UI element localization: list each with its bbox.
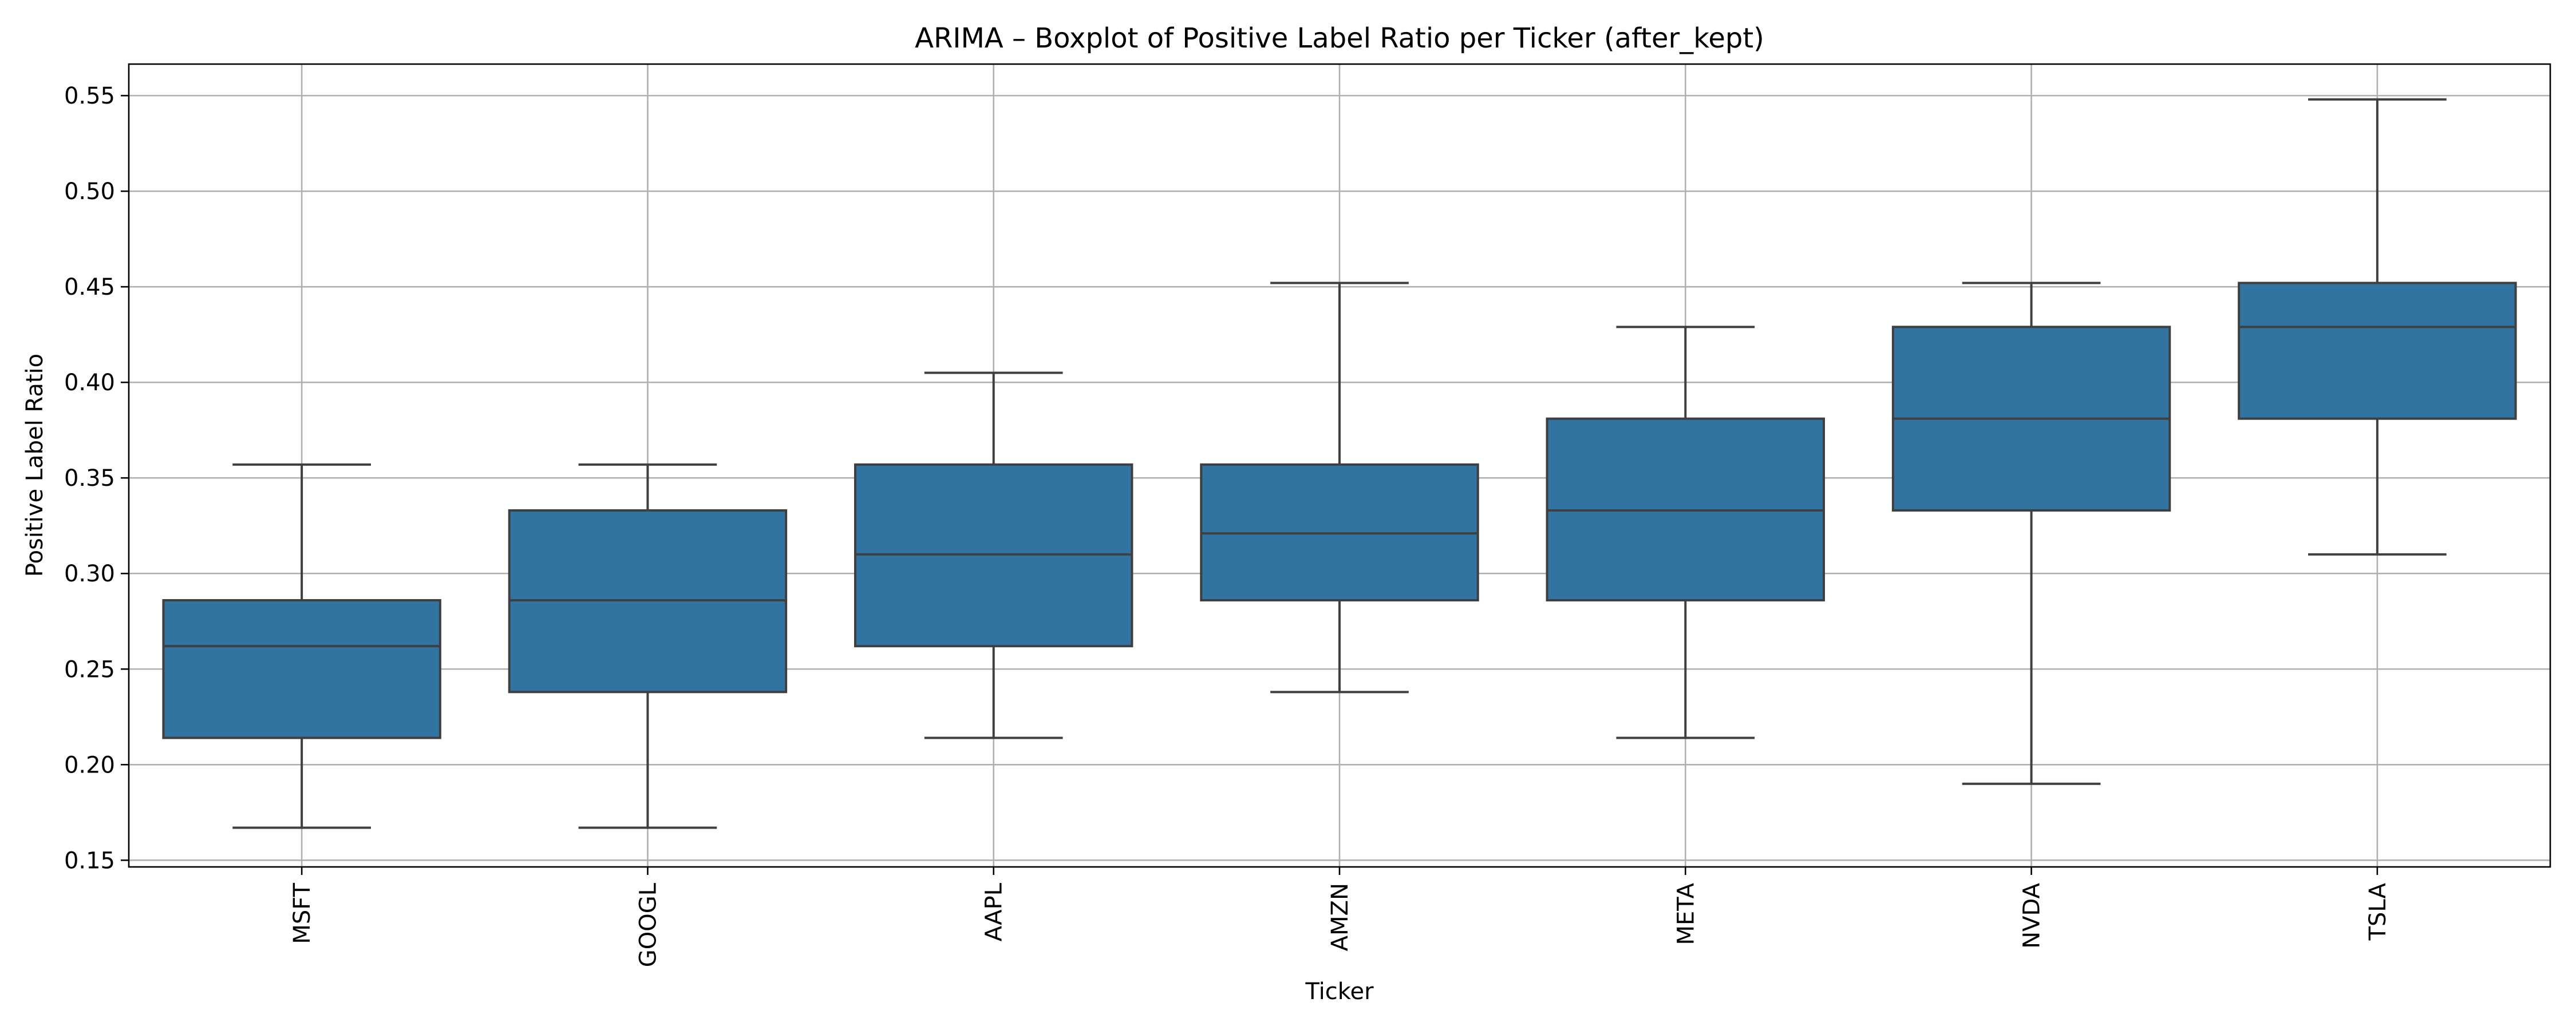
x-axis-label: Ticker [1305,978,1374,1005]
y-tick-label: 0.30 [64,561,115,587]
box-meta [1546,326,1826,739]
chart-title: ARIMA – Boxplot of Positive Label Ratio … [915,22,1764,54]
x-tick-label: AAPL [981,882,1008,941]
x-tick-label: TSLA [2365,882,2391,941]
box-msft [162,463,441,829]
x-tick-label: AMZN [1327,883,1353,951]
box-nvda [1891,282,2171,785]
y-tick-label: 0.45 [64,274,115,300]
y-tick-label: 0.20 [64,752,115,778]
x-tick-label: MSFT [289,882,315,944]
box-tsla [2238,98,2517,556]
x-tick-label: NVDA [2019,882,2045,948]
y-tick-label: 0.55 [64,83,115,109]
iqr-box [162,599,441,739]
y-tick-label: 0.15 [64,847,115,874]
x-axis: MSFT GOOGL AAPL AMZN META NVDA TSLA [289,867,2391,967]
y-axis: 0.15 0.20 0.25 0.30 0.35 0.40 0.45 0.50 0.55 [64,83,129,874]
x-tick-label: GOOGL [635,882,661,967]
y-tick-label: 0.50 [64,179,115,205]
y-axis-label: Positive Label Ratio [22,354,48,577]
box-googl [508,463,788,829]
iqr-box [2238,282,2517,420]
box-amzn [1200,282,1479,694]
y-tick-label: 0.35 [64,465,115,492]
box-layer [162,98,2517,829]
box-aapl [854,371,1133,739]
y-tick-label: 0.25 [64,656,115,683]
y-tick-label: 0.40 [64,370,115,396]
x-tick-label: META [1673,882,1699,945]
